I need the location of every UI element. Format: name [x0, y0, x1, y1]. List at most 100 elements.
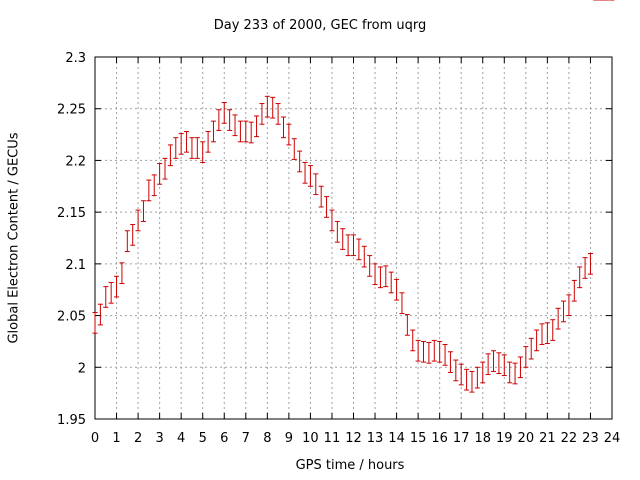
data-point — [146, 179, 152, 202]
data-point — [324, 196, 330, 218]
y-tick-label: 2 — [78, 361, 86, 376]
x-tick-label: 7 — [242, 431, 250, 446]
data-point — [178, 133, 184, 155]
data-point — [485, 353, 491, 376]
data-point — [464, 368, 470, 391]
data-point — [232, 114, 238, 137]
data-point — [372, 263, 378, 286]
data-point — [453, 359, 459, 382]
data-point — [523, 346, 529, 368]
grid — [95, 57, 612, 419]
data-point — [340, 228, 346, 250]
x-tick-label: 0 — [91, 431, 99, 446]
data-point — [431, 339, 437, 362]
data-point — [210, 120, 216, 143]
data-point — [458, 363, 464, 386]
data-point — [157, 163, 163, 185]
data-point — [415, 339, 421, 362]
data-point — [108, 281, 114, 304]
data-point — [566, 294, 572, 317]
x-tick-label: 2 — [134, 431, 142, 446]
x-tick-label: 1 — [112, 431, 120, 446]
data-point — [334, 220, 340, 243]
data-point — [480, 361, 486, 384]
data-point — [280, 116, 286, 139]
data-point — [544, 322, 550, 344]
x-tick-label: 24 — [604, 431, 621, 446]
data-point — [270, 96, 276, 119]
data-point — [474, 366, 480, 389]
data-point — [404, 314, 410, 336]
data-point — [184, 130, 190, 153]
data-point — [582, 257, 588, 279]
x-tick-label: 12 — [345, 431, 362, 446]
data-point — [124, 230, 130, 252]
data-point — [151, 174, 157, 197]
data-point — [162, 157, 168, 180]
x-tick-label: 6 — [220, 431, 228, 446]
data-point — [254, 115, 260, 138]
data-point — [561, 300, 567, 323]
data-point — [286, 123, 292, 146]
data-point — [383, 265, 389, 288]
data-point — [539, 323, 545, 346]
data-point — [119, 262, 125, 285]
data-point — [140, 200, 146, 222]
data-point — [437, 340, 443, 363]
data-point — [377, 266, 383, 289]
data-point — [421, 340, 427, 363]
data-point — [361, 245, 367, 268]
data-point — [587, 253, 593, 275]
data-point — [259, 103, 265, 125]
x-tick-label: 17 — [453, 431, 470, 446]
data-point — [297, 150, 303, 173]
data-point — [447, 351, 453, 373]
x-tick-label: 16 — [431, 431, 448, 446]
data-point — [367, 255, 373, 277]
x-tick-label: 20 — [518, 431, 535, 446]
data-point — [135, 209, 141, 232]
data-point — [356, 238, 362, 261]
x-tick-label: 4 — [177, 431, 185, 446]
x-tick-label: 3 — [155, 431, 163, 446]
data-point — [469, 370, 475, 393]
data-point — [173, 137, 179, 159]
data-point — [351, 234, 356, 257]
x-tick-label: 11 — [324, 431, 341, 446]
data-point — [243, 120, 249, 143]
x-tick-label: 5 — [199, 431, 207, 446]
data-point — [318, 185, 324, 208]
data-point — [501, 354, 507, 377]
data-point — [221, 102, 227, 124]
data-point — [291, 138, 297, 160]
data-point — [491, 350, 497, 372]
x-tick-label: 15 — [410, 431, 427, 446]
axes: 0 1 2 3 4 5 6 7 8 9 10 11 12 13 14 15 16 17 18 19 20 21 22 23 24… — [57, 51, 620, 446]
data-point — [92, 311, 98, 334]
y-tick-label: 2.3 — [65, 51, 86, 66]
data-point — [103, 286, 109, 308]
data-point — [394, 278, 400, 301]
x-tick-label: 9 — [285, 431, 293, 446]
data-point — [577, 266, 583, 289]
data-point — [237, 120, 243, 143]
data-point — [313, 173, 319, 196]
y-tick-label: 2.1 — [65, 258, 86, 273]
data-point — [550, 319, 556, 341]
data-point — [517, 356, 523, 379]
data-point — [264, 95, 270, 118]
data-point — [248, 121, 254, 144]
data-point — [167, 144, 173, 167]
data-point — [426, 341, 432, 364]
chart-title: Day 233 of 2000, GEC from uqrg — [213, 18, 427, 33]
data-point — [205, 130, 211, 153]
data-point — [534, 329, 540, 352]
x-tick-label: 8 — [263, 431, 271, 446]
x-tick-label: 18 — [474, 431, 491, 446]
y-tick-label: 2.2 — [65, 154, 86, 169]
data-series — [92, 0, 615, 393]
y-tick-label: 1.95 — [57, 413, 86, 428]
data-point — [507, 361, 513, 384]
data-point — [97, 303, 103, 326]
